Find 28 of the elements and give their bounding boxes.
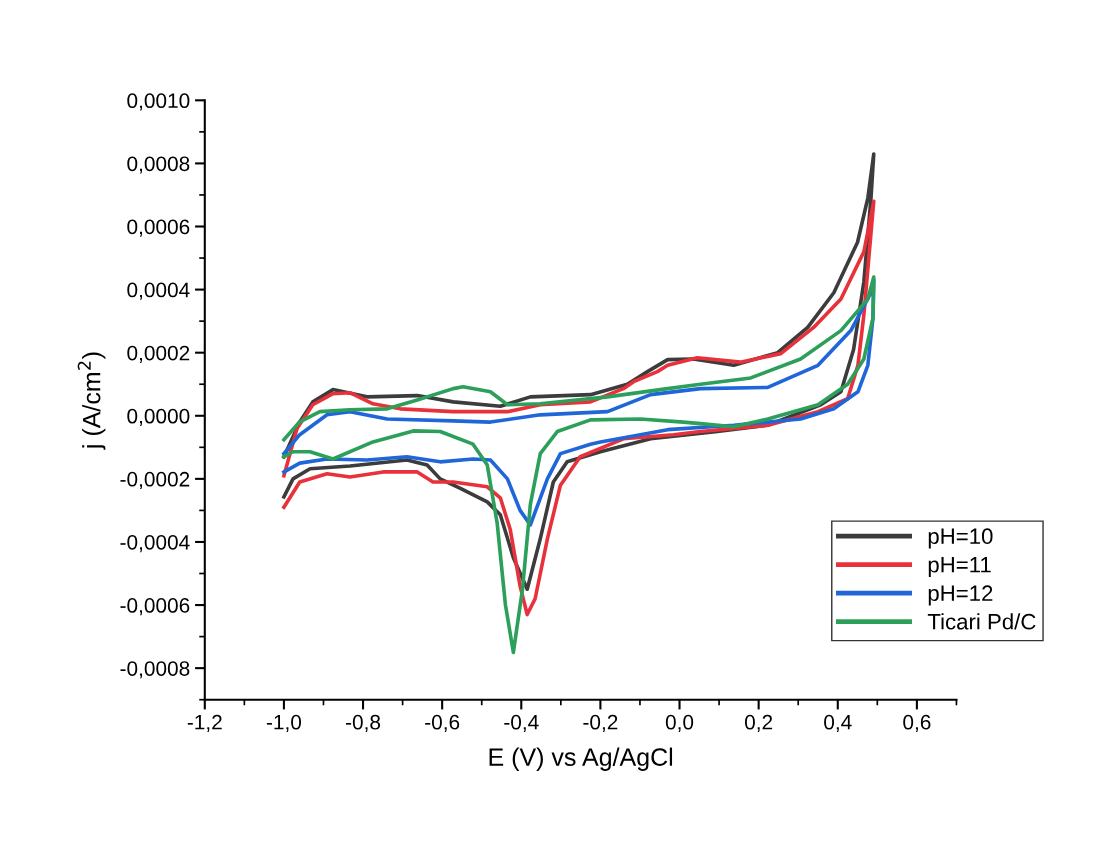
x-tick-label: -0,8: [346, 714, 381, 733]
y-tick-label: -0,0004: [120, 534, 190, 553]
legend-label: pH=10: [928, 528, 993, 549]
x-tick-label: 0,6: [903, 714, 931, 733]
y-tick-label: -0,0006: [120, 598, 190, 616]
y-tick-label: 0,0002: [127, 345, 190, 363]
y-tick-label: 0,0000: [127, 408, 190, 426]
x-tick-label: -0,6: [425, 714, 460, 733]
x-tick-label: -0,4: [504, 714, 539, 733]
x-axis-title: E (V) vs Ag/AgCl: [489, 747, 673, 771]
y-tick-label: -0,0008: [120, 661, 190, 679]
legend-label: pH=12: [928, 585, 993, 606]
y-tick-label: 0,0010: [127, 93, 190, 111]
y-tick-label: 0,0006: [127, 219, 190, 237]
x-tick-label: -1,0: [266, 714, 302, 733]
x-tick-label: -1,2: [187, 714, 222, 733]
y-tick-label: 0,0008: [127, 156, 190, 174]
line-series: [282, 275, 876, 655]
x-tick-label: 0,2: [744, 714, 773, 733]
line-series: [282, 199, 876, 617]
y-axis-title: j (A/cm$^{2}$): [77, 352, 106, 450]
x-tick-label: 0,0: [665, 714, 694, 733]
legend-label: pH=11: [928, 557, 991, 577]
x-tick-label: 0,4: [824, 714, 852, 733]
y-tick-label: 0,0004: [127, 282, 190, 300]
x-tick-label: -0,2: [583, 714, 618, 733]
y-tick-label: -0,0002: [120, 471, 190, 490]
legend-label: Ticari Pd/C: [927, 613, 1036, 630]
